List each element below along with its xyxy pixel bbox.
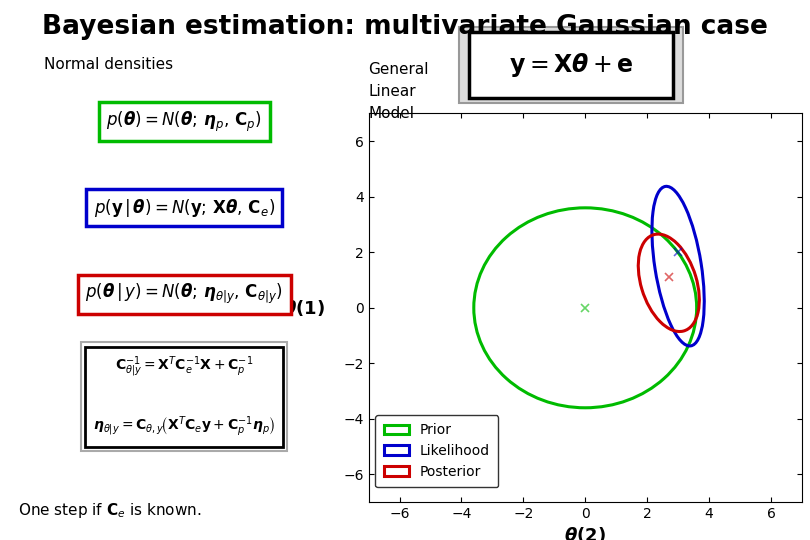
- Text: $p(\mathbf{y}\,|\,\boldsymbol{\theta}) = N(\mathbf{y};\,\mathbf{X}\boldsymbol{\t: $p(\mathbf{y}\,|\,\boldsymbol{\theta}) =…: [94, 197, 275, 219]
- Text: Normal densities: Normal densities: [45, 57, 173, 72]
- Text: One step if $\mathbf{C}_e$ is known.: One step if $\mathbf{C}_e$ is known.: [19, 501, 202, 520]
- Y-axis label: $\boldsymbol{\theta}$(1): $\boldsymbol{\theta}$(1): [284, 298, 326, 318]
- FancyBboxPatch shape: [459, 27, 683, 103]
- FancyBboxPatch shape: [469, 32, 673, 98]
- Text: $p(\boldsymbol{\theta}) = N(\boldsymbol{\theta};\,\boldsymbol{\eta}_p,\,\mathbf{: $p(\boldsymbol{\theta}) = N(\boldsymbol{…: [106, 110, 262, 133]
- Legend: Prior, Likelihood, Posterior: Prior, Likelihood, Posterior: [376, 415, 498, 488]
- Text: General
Linear
Model: General Linear Model: [369, 62, 429, 122]
- Text: $\mathbf{y} = \mathbf{X}\boldsymbol{\theta} + \mathbf{e}$: $\mathbf{y} = \mathbf{X}\boldsymbol{\the…: [509, 51, 633, 79]
- Text: $\mathbf{C}_{\theta|y}^{-1} = \mathbf{X}^T\mathbf{C}_e^{-1}\mathbf{X}+\mathbf{C}: $\mathbf{C}_{\theta|y}^{-1} = \mathbf{X}…: [93, 355, 275, 439]
- Text: $p(\boldsymbol{\theta}\,|\,y) = N(\boldsymbol{\theta};\,\boldsymbol{\eta}_{\thet: $p(\boldsymbol{\theta}\,|\,y) = N(\bolds…: [85, 282, 284, 306]
- Text: Bayesian estimation: multivariate Gaussian case: Bayesian estimation: multivariate Gaussi…: [42, 14, 768, 39]
- Text: $\mathbf{C}_{\theta|y}^{-1} = \mathbf{X}^T\mathbf{C}_e^{-1}\mathbf{X}+\mathbf{C}: $\mathbf{C}_{\theta|y}^{-1} = \mathbf{X}…: [93, 355, 275, 439]
- X-axis label: $\boldsymbol{\theta}$(2): $\boldsymbol{\theta}$(2): [565, 525, 606, 540]
